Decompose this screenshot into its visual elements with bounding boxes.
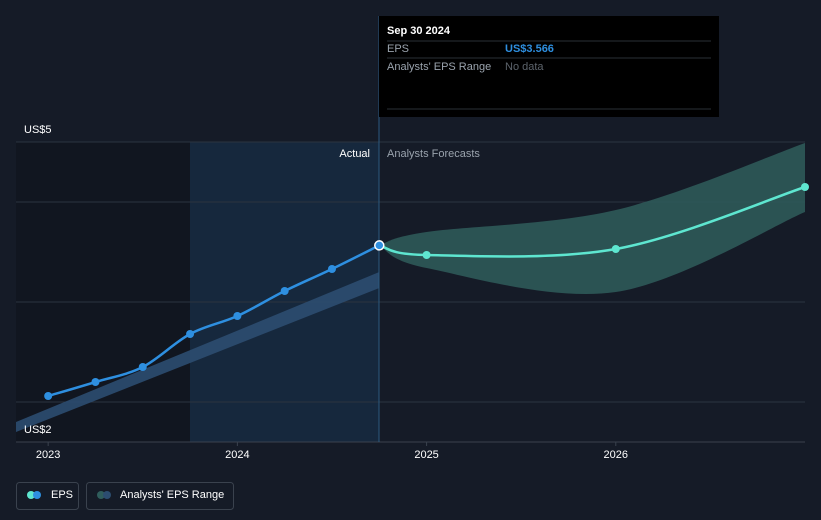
eps-forecast-point xyxy=(611,245,620,253)
eps-line xyxy=(47,244,380,398)
range-band xyxy=(379,143,805,295)
eps-point xyxy=(44,392,53,400)
x-tick-label: 2025 xyxy=(414,449,438,461)
eps-point xyxy=(280,287,289,295)
x-tick-label: 2024 xyxy=(225,449,249,461)
tooltip-value: No data xyxy=(505,61,544,73)
tooltip-value: US$3.566 xyxy=(505,43,554,55)
eps-point xyxy=(91,378,100,386)
eps-point xyxy=(233,312,242,320)
eps-forecast-point xyxy=(801,183,809,191)
legend-swatch xyxy=(33,491,41,499)
legend-swatch xyxy=(103,491,111,499)
forecast-label: Analysts Forecasts xyxy=(387,148,480,160)
legend: EPS Analysts' EPS Range xyxy=(16,482,234,510)
range-band xyxy=(16,272,380,432)
legend-button[interactable] xyxy=(86,482,234,510)
x-tick-label: 2023 xyxy=(36,449,60,461)
y-label-top: US$5 xyxy=(24,124,52,136)
y-label-bottom: US$2 xyxy=(24,424,52,436)
tooltip-label: Analysts' EPS Range xyxy=(387,61,491,73)
eps-forecast-line xyxy=(378,185,806,258)
tooltip-label: EPS xyxy=(387,43,409,55)
legend-button[interactable] xyxy=(16,482,79,510)
legend-label: Analysts' EPS Range xyxy=(120,489,224,501)
eps-forecast-point xyxy=(422,251,431,259)
legend-swatch xyxy=(97,491,105,499)
legend-label: EPS xyxy=(51,489,73,501)
eps-point xyxy=(186,330,195,338)
x-tick-label: 2026 xyxy=(604,449,628,461)
eps-point xyxy=(138,363,147,371)
tooltip-date: Sep 30 2024 xyxy=(387,25,451,37)
legend-swatch xyxy=(27,491,35,499)
eps-point xyxy=(327,265,336,273)
tooltip: Sep 30 2024 EPS US$3.566 Analysts' EPS R… xyxy=(379,16,719,117)
actual-label: Actual xyxy=(339,148,370,160)
tooltip-box xyxy=(379,16,719,117)
eps-point xyxy=(374,240,385,251)
